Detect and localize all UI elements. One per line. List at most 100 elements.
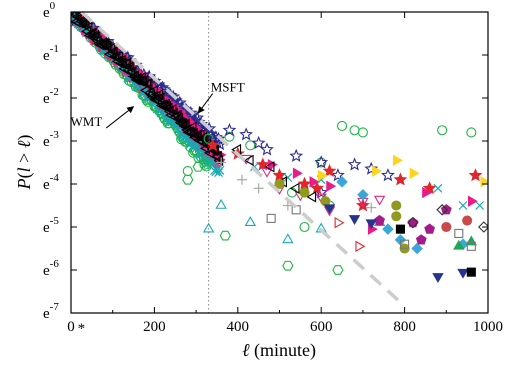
y-axis-label: P(l > ℓ) (14, 135, 35, 191)
series-10-point-2 (320, 196, 331, 207)
series-15-point-0 (395, 224, 405, 234)
series-4-point-6 (373, 195, 386, 206)
series-13-point-4 (457, 268, 469, 279)
series-10-point-1 (299, 187, 310, 198)
series-20-point-0 (216, 157, 227, 168)
series-6-head-point (214, 168, 223, 177)
series-8-head-point (71, 12, 82, 23)
series-6-point-1 (283, 173, 293, 182)
x-tick-label-800: 800 (393, 319, 416, 335)
series-2-point-0 (222, 123, 237, 137)
series-6-points (250, 162, 485, 210)
series-13-point-1 (348, 215, 361, 226)
series-10-point-4 (391, 211, 402, 222)
series-0-point-3 (336, 120, 348, 131)
annotation-msft: MSFT (211, 80, 245, 95)
series-3-point-0 (205, 138, 220, 152)
series-13-points (323, 204, 469, 284)
series-5-point-4 (422, 186, 433, 199)
series-2-point-7 (347, 157, 362, 171)
series-0-point-5 (357, 127, 368, 138)
y-tick-label--7: e-7 (43, 301, 59, 322)
series-11-point-0 (374, 214, 385, 226)
series-12-point-3 (409, 167, 420, 179)
axes-layer: 0 200 400 600 800 1000 * e0 e-1 e-2 e-3 e-4 e-5 e-6 e-… (43, 0, 503, 337)
x-special-marker: * (78, 321, 86, 337)
series-6-head-point (215, 165, 225, 175)
series-17-point-2 (478, 221, 488, 233)
series-1-points (182, 161, 344, 275)
series-1-point-3 (332, 265, 344, 275)
series-18-point-1 (355, 240, 366, 253)
series-19-points (441, 215, 473, 233)
series-2-point-3 (260, 142, 274, 156)
series-3-point-5 (310, 181, 324, 195)
series-7-point-1 (244, 216, 257, 226)
series-8-point-1 (243, 154, 254, 167)
series-8-head-point (79, 17, 90, 29)
series-12-points (317, 154, 488, 188)
series-8-head-point (82, 21, 93, 34)
y-tick-label--1: e-1 (43, 43, 59, 64)
series-20-point-2 (253, 183, 264, 194)
series-8-head-point (109, 50, 120, 63)
series-1-point-2 (282, 260, 294, 271)
series-6-head-point (164, 117, 174, 127)
series-17-points (407, 204, 488, 233)
series-1-point-1 (219, 230, 231, 241)
series-8-head-point (123, 61, 134, 73)
y-tick-label--5: e-5 (43, 215, 59, 236)
series-2-point-1 (239, 127, 254, 141)
series-8-head-point (186, 121, 197, 134)
annotation-arrow-msft (197, 93, 214, 114)
series-0-point-11 (299, 221, 310, 233)
plot-area (71, 12, 488, 313)
y-tick-label-0: e0 (43, 0, 56, 21)
series-8-head-point (147, 85, 158, 97)
series-18-point-0 (334, 216, 345, 229)
series-13-point-0 (323, 204, 336, 215)
x-tick-label-400: 400 (227, 319, 250, 335)
series-9-point-2 (382, 223, 394, 235)
series-7-point-4 (282, 233, 294, 244)
series-6-point-3 (433, 183, 443, 193)
series-3-point-3 (272, 168, 287, 182)
series-2-point-4 (289, 148, 304, 162)
series-16-point-2 (400, 239, 410, 249)
series-3-point-7 (356, 198, 370, 212)
series-6-point-5 (475, 201, 485, 210)
series-8-point-2 (264, 161, 275, 173)
series-8-head-point (142, 78, 153, 90)
series-16-point-0 (266, 213, 276, 223)
series-18-points (334, 216, 366, 253)
series-8-head-point (154, 92, 165, 104)
series-2-point-8 (364, 161, 379, 175)
x-tick-label-600: 600 (310, 319, 333, 335)
series-0-point-7 (466, 127, 477, 138)
series-3-points (205, 138, 483, 212)
series-8-head-point (119, 57, 130, 70)
series-0-point-2 (245, 140, 256, 151)
y-tick-label--3: e-3 (43, 129, 59, 150)
series-9-point-4 (411, 242, 423, 255)
series-14-point-0 (453, 239, 465, 250)
series-7-point-0 (215, 198, 227, 209)
series-5-point-3 (326, 180, 337, 192)
series-8-head-point (126, 65, 137, 78)
series-3-point-6 (322, 163, 337, 177)
series-20-point-1 (236, 174, 247, 185)
series-16-points (266, 205, 476, 251)
series-8-point-4 (289, 182, 300, 195)
series-8-head-point (141, 78, 152, 90)
series-8-head-point (161, 100, 172, 113)
series-6-point-4 (458, 201, 468, 210)
series-20-point-4 (366, 202, 377, 213)
x-axis-label-unit: (minute) (250, 340, 316, 361)
series-11-point-2 (415, 234, 427, 245)
y-tick-label--4: e-4 (43, 172, 59, 193)
series-6-head-point (199, 148, 209, 158)
x-tick-label-0: 0 (67, 319, 75, 335)
series-4-point-1 (261, 167, 273, 178)
x-tick-label-1000: 1000 (473, 319, 503, 335)
